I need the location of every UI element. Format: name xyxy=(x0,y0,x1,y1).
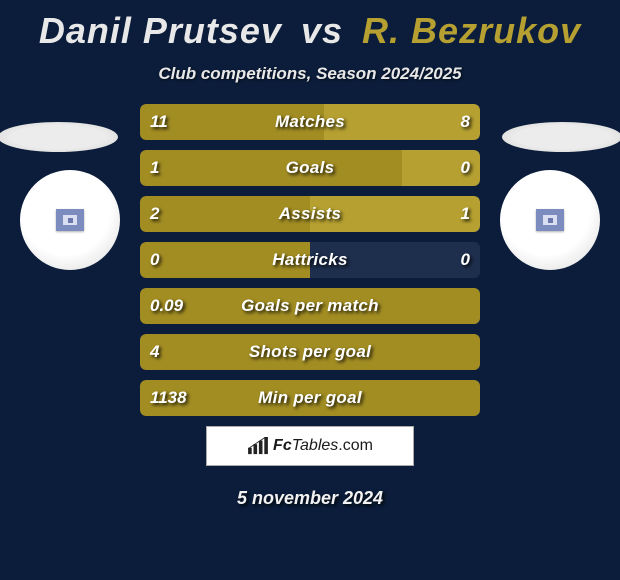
vs-text: vs xyxy=(301,10,343,51)
stat-value-right: 0 xyxy=(461,150,470,186)
stat-label: Goals per match xyxy=(140,288,480,324)
stat-value-right: 1 xyxy=(461,196,470,232)
stat-row: Assists2 1 xyxy=(140,196,480,232)
stat-label: Hattricks xyxy=(140,242,480,278)
stat-label: Matches xyxy=(140,104,480,140)
stat-value-right: 8 xyxy=(461,104,470,140)
stat-row: Hattricks0 0 xyxy=(140,242,480,278)
player2-badge xyxy=(500,170,600,270)
stat-bars: Matches118Goals10Assists21Hattricks00Goa… xyxy=(140,104,480,416)
stat-value-left: 0.09 xyxy=(150,288,183,324)
attribution-fc: Fc xyxy=(273,437,292,455)
stat-label: Min per goal xyxy=(140,380,480,416)
stat-value-left: 1138 xyxy=(150,380,187,416)
attribution-text: FcTables.com xyxy=(273,437,373,455)
attribution-dotcom: .com xyxy=(338,437,373,455)
decor-ellipse-right xyxy=(502,122,620,152)
comparison-title: Danil Prutsev vs R. Bezrukov xyxy=(0,0,620,52)
stat-value-left: 4 xyxy=(150,334,159,370)
stat-row: Matches11 8 xyxy=(140,104,480,140)
player1-name: Danil Prutsev xyxy=(39,10,282,51)
stat-row: Shots per goal4 xyxy=(140,334,480,370)
stat-row: Goals1 0 xyxy=(140,150,480,186)
subtitle: Club competitions, Season 2024/2025 xyxy=(0,64,620,84)
player1-badge xyxy=(20,170,120,270)
attribution-box: FcTables.com xyxy=(206,426,414,466)
stat-value-right: 0 xyxy=(461,242,470,278)
stat-row: Goals per match0.09 xyxy=(140,288,480,324)
stat-label: Goals xyxy=(140,150,480,186)
stat-row: Min per goal1138 xyxy=(140,380,480,416)
stat-value-left: 2 xyxy=(150,196,159,232)
flag-icon xyxy=(56,209,84,231)
stat-value-left: 0 xyxy=(150,242,159,278)
decor-ellipse-left xyxy=(0,122,118,152)
stat-label: Assists xyxy=(140,196,480,232)
stat-label: Shots per goal xyxy=(140,334,480,370)
date-text: 5 november 2024 xyxy=(0,488,620,509)
stat-value-left: 1 xyxy=(150,150,159,186)
stat-value-left: 11 xyxy=(150,104,168,140)
chart-icon xyxy=(247,437,269,455)
attribution-tables: Tables xyxy=(292,437,339,455)
flag-icon xyxy=(536,209,564,231)
player2-name: R. Bezrukov xyxy=(362,10,581,51)
